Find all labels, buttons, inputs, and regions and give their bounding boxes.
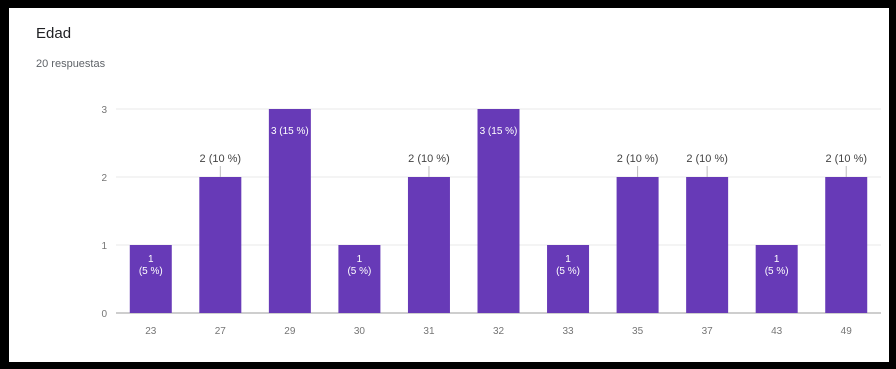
- bar[interactable]: [268, 109, 311, 313]
- bar[interactable]: [199, 177, 242, 313]
- y-tick-label: 2: [101, 173, 107, 184]
- bar[interactable]: [686, 177, 729, 313]
- data-label: 2 (10 %): [825, 153, 867, 165]
- y-tick-label: 1: [101, 241, 107, 252]
- y-tick-label: 0: [101, 309, 107, 320]
- data-label: 2 (10 %): [200, 153, 242, 165]
- question-title: Edad: [36, 25, 72, 42]
- data-label: 3 (15 %): [480, 126, 518, 137]
- data-label: 1 (5 %): [556, 254, 580, 277]
- bar[interactable]: [755, 245, 798, 313]
- x-tick-label: 30: [354, 326, 366, 337]
- x-tick-label: 29: [284, 326, 296, 337]
- data-label: 2 (10 %): [408, 153, 450, 165]
- data-label: 1 (5 %): [765, 254, 789, 277]
- x-tick-label: 35: [632, 326, 644, 337]
- data-label: 1 (5 %): [139, 254, 163, 277]
- bar[interactable]: [547, 245, 590, 313]
- data-label: 3 (15 %): [271, 126, 309, 137]
- chart-card: Edad 20 respuestas 0 1 2 3 23 1 (5 %) 27 2 (10 %…: [9, 8, 889, 362]
- bar[interactable]: [477, 109, 520, 313]
- bar[interactable]: [825, 177, 868, 313]
- bar[interactable]: [407, 177, 450, 313]
- x-tick-label: 32: [493, 326, 505, 337]
- x-tick-label: 27: [215, 326, 227, 337]
- x-tick-label: 43: [771, 326, 783, 337]
- data-label: 2 (10 %): [686, 153, 728, 165]
- bar[interactable]: [338, 245, 381, 313]
- data-label: 1 (5 %): [347, 254, 371, 277]
- y-tick-label: 3: [101, 105, 107, 116]
- x-tick-label: 37: [702, 326, 714, 337]
- response-count: 20 respuestas: [36, 58, 106, 70]
- x-tick-label: 23: [145, 326, 157, 337]
- bar[interactable]: [616, 177, 659, 313]
- x-tick-label: 49: [841, 326, 853, 337]
- x-tick-label: 33: [562, 326, 574, 337]
- x-tick-label: 31: [423, 326, 435, 337]
- data-label: 2 (10 %): [617, 153, 659, 165]
- bar[interactable]: [129, 245, 172, 313]
